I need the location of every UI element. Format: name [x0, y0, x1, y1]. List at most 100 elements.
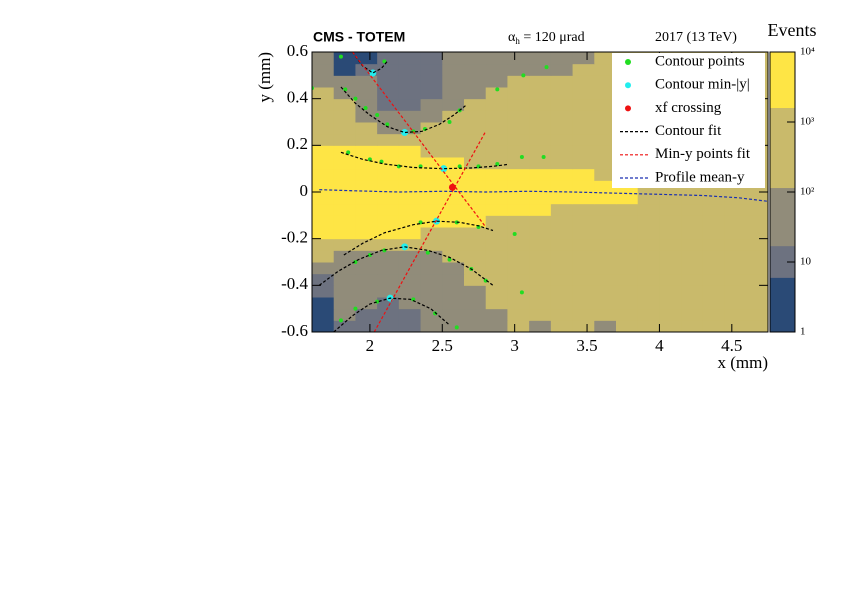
heatmap-cell: [464, 285, 487, 298]
legend-label: Contour fit: [655, 123, 722, 139]
heatmap-cell: [420, 297, 443, 310]
heatmap-cell: [333, 122, 356, 135]
heatmap-cell: [398, 52, 422, 65]
heatmap-cell: [702, 285, 726, 298]
heatmap-cell: [550, 285, 574, 298]
heatmap-cell: [442, 192, 465, 205]
heatmap-cell: [420, 273, 443, 286]
heatmap-cell: [333, 52, 356, 65]
heatmap-cell: [594, 157, 617, 170]
heatmap-cell: [355, 192, 378, 205]
heatmap-cell: [746, 285, 768, 298]
heatmap-cell: [724, 250, 747, 263]
y-tick-label: 0.4: [287, 88, 309, 107]
heatmap-cell: [529, 227, 552, 240]
annotation: αh = 120 μrad: [508, 30, 585, 46]
heatmap-cell: [616, 273, 639, 286]
heatmap-cell: [659, 320, 682, 332]
data-point: [541, 155, 546, 159]
data-point: [447, 120, 452, 124]
heatmap-cell: [659, 192, 682, 205]
heatmap-cell: [572, 285, 595, 298]
heatmap-cell: [420, 133, 443, 146]
heatmap-cell: [529, 133, 552, 146]
heatmap-cell: [355, 133, 378, 146]
heatmap-cell: [529, 63, 552, 76]
heatmap-cell: [464, 262, 487, 275]
z-tick-label: 10²: [800, 186, 815, 198]
heatmap-cell: [398, 297, 422, 310]
heatmap-cell: [659, 250, 682, 263]
heatmap-cell: [420, 157, 443, 170]
heatmap-cell: [637, 215, 660, 228]
heatmap-cell: [464, 192, 487, 205]
heatmap-cell: [464, 215, 487, 228]
heatmap-cell: [572, 133, 595, 146]
heatmap-cell: [724, 285, 747, 298]
heatmap-cell: [507, 308, 530, 321]
heatmap-cell: [594, 262, 617, 275]
heatmap-cell: [507, 227, 530, 240]
data-point: [411, 297, 416, 302]
heatmap-cell: [550, 122, 574, 135]
heatmap-cell: [529, 262, 552, 275]
heatmap-cell: [550, 168, 574, 181]
heatmap-cell: [485, 110, 508, 123]
heatmap-cell: [724, 308, 747, 321]
heatmap-cell: [529, 250, 552, 263]
heatmap-cell: [550, 308, 574, 321]
heatmap-cell: [507, 63, 530, 76]
color-bar-band: [770, 52, 795, 109]
heatmap-cell: [681, 262, 704, 275]
heatmap-cell: [420, 180, 443, 193]
heatmap-cell: [507, 133, 530, 146]
heatmap-cell: [507, 297, 530, 310]
data-point: [425, 250, 430, 255]
heatmap-cell: [572, 122, 595, 135]
heatmap-cell: [464, 87, 487, 100]
heatmap-cell: [442, 52, 465, 65]
heatmap-cell: [442, 98, 465, 111]
heatmap-cell: [333, 98, 356, 111]
heatmap-cell: [702, 203, 726, 216]
heatmap-cell: [442, 285, 465, 298]
heatmap-cell: [616, 192, 639, 205]
heatmap-cell: [724, 215, 747, 228]
data-point: [343, 87, 348, 92]
heatmap-cell: [550, 133, 574, 146]
heatmap-cell: [355, 273, 378, 286]
fit-line: [333, 297, 450, 332]
heatmap-cell: [572, 320, 595, 332]
heatmap-cell: [746, 227, 768, 240]
legend: Contour points Contour min-|y| xf crossing…: [612, 53, 765, 188]
heatmap-cell: [377, 122, 400, 135]
heatmap-cell: [724, 238, 747, 251]
data-point: [495, 87, 500, 92]
x-tick-label: 4.5: [721, 336, 742, 355]
heatmap-cell: [702, 192, 726, 205]
heatmap-cell: [377, 238, 400, 251]
heatmap-cell: [420, 308, 443, 321]
heatmap-cell: [572, 297, 595, 310]
heatmap-cell: [550, 297, 574, 310]
x-tick-label: 3: [510, 336, 519, 355]
heatmap-cell: [550, 227, 574, 240]
heatmap-cell: [355, 98, 378, 111]
heatmap-cell: [594, 52, 617, 65]
heatmap-cell: [377, 87, 400, 100]
heatmap-cell: [637, 297, 660, 310]
heatmap-cell: [507, 122, 530, 135]
heatmap-cell: [355, 215, 378, 228]
heatmap-cell: [746, 215, 768, 228]
heatmap-cell: [377, 262, 400, 275]
heatmap-cell: [312, 122, 335, 135]
data-point: [353, 96, 358, 101]
heatmap-cell: [420, 320, 443, 332]
heatmap-cell: [594, 238, 617, 251]
heatmap-cell: [355, 168, 378, 181]
heatmap-cell: [442, 273, 465, 286]
heatmap-cell: [398, 180, 422, 193]
fit-line: [373, 131, 487, 332]
